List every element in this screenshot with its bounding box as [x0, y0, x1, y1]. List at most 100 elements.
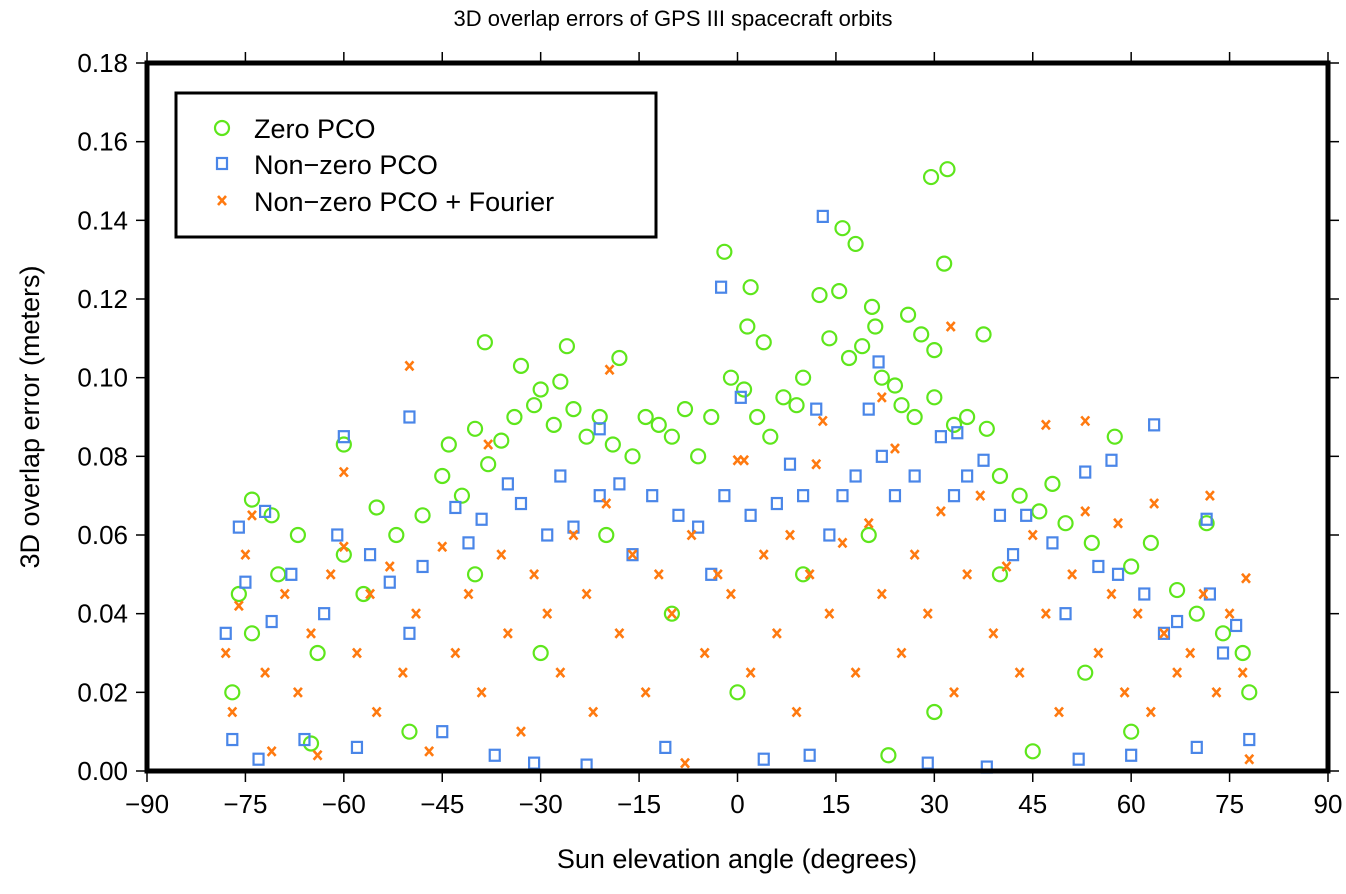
series-1	[219, 209, 1256, 774]
data-point	[962, 568, 973, 580]
data-point	[383, 575, 396, 589]
series-0	[224, 161, 1258, 764]
data-point	[514, 496, 528, 511]
data-point	[224, 684, 241, 701]
data-point	[745, 667, 756, 679]
data-point	[837, 537, 848, 549]
data-point	[1119, 686, 1130, 698]
x-tick-label: 75	[1215, 789, 1244, 819]
x-tick-label: −75	[223, 789, 267, 819]
data-point	[227, 706, 238, 718]
data-point	[414, 507, 431, 524]
y-axis: 0.00 0.02 0.04 0.06 0.08 0.10 0.12 0.14 0.16 0.18	[77, 48, 1339, 786]
data-point	[896, 647, 907, 659]
data-point	[863, 298, 881, 315]
data-point	[466, 420, 484, 437]
y-tick-label: 0.08	[77, 441, 128, 471]
data-point	[1105, 453, 1118, 467]
data-point	[1198, 515, 1215, 532]
data-point	[797, 489, 810, 503]
data-point	[318, 607, 331, 621]
data-point	[1014, 667, 1025, 679]
data-point	[1080, 506, 1091, 517]
data-point	[899, 306, 917, 323]
data-point	[1027, 529, 1038, 541]
data-point	[488, 748, 501, 762]
data-point	[403, 410, 416, 424]
data-point	[1243, 732, 1256, 747]
x-tick-label: −45	[420, 789, 464, 819]
data-point	[239, 575, 252, 589]
data-point	[226, 732, 239, 747]
data-point	[593, 422, 606, 436]
series-2	[220, 321, 1255, 769]
data-point	[1234, 644, 1251, 662]
data-point	[1092, 559, 1105, 574]
data-point	[462, 536, 475, 550]
data-point	[1170, 614, 1184, 629]
data-point	[463, 588, 474, 600]
legend-label-nonzero-pco-fourier: Non−zero PCO + Fourier	[254, 187, 554, 217]
data-point	[1244, 753, 1255, 765]
data-point	[640, 686, 651, 698]
x-tick-label: 30	[920, 789, 949, 819]
data-point	[1172, 667, 1183, 679]
data-point	[1024, 743, 1041, 760]
data-point	[922, 608, 933, 620]
data-point	[1224, 608, 1235, 620]
data-point	[416, 559, 429, 574]
data-point	[306, 627, 316, 639]
data-point	[893, 397, 910, 414]
data-point	[718, 489, 731, 503]
y-tick-label: 0.12	[77, 284, 128, 314]
data-point	[714, 280, 728, 294]
data-point	[541, 528, 554, 542]
data-point	[659, 740, 672, 755]
x-axis: −90 −75 −60 −45 −30 −15 0 15 30 45 60 75 90	[125, 52, 1342, 819]
data-point	[823, 528, 836, 542]
data-point	[889, 443, 900, 454]
data-point	[247, 509, 257, 521]
data-point	[424, 745, 435, 757]
x-tick-label: 45	[1018, 789, 1047, 819]
data-point	[581, 588, 592, 600]
data-point	[233, 600, 244, 612]
data-point	[1059, 607, 1072, 621]
data-point	[496, 549, 507, 561]
data-point	[1237, 667, 1248, 679]
data-point	[1106, 588, 1117, 600]
data-point	[338, 466, 349, 478]
data-point	[880, 747, 897, 764]
data-point	[501, 477, 514, 491]
data-point	[1204, 490, 1215, 502]
data-point	[325, 568, 336, 580]
data-point	[243, 625, 261, 642]
data-point	[591, 408, 608, 426]
legend-x-icon	[217, 195, 227, 206]
data-point	[1031, 503, 1048, 520]
data-point	[1125, 748, 1138, 762]
data-point	[1011, 487, 1028, 504]
legend-label-nonzero-pco: Non−zero PCO	[254, 150, 438, 180]
data-point	[270, 566, 287, 583]
data-point	[663, 428, 680, 445]
data-point	[1113, 517, 1124, 529]
data-points	[219, 161, 1258, 774]
data-point	[397, 667, 408, 679]
data-point	[1190, 740, 1203, 755]
data-point	[1198, 588, 1209, 600]
y-tick-label: 0.02	[77, 677, 128, 707]
data-point	[502, 627, 513, 639]
data-point	[850, 667, 861, 679]
data-point	[542, 608, 553, 620]
data-point	[836, 489, 849, 503]
data-point	[758, 549, 769, 561]
data-point	[906, 408, 923, 426]
data-point	[436, 725, 449, 739]
data-point	[873, 369, 890, 386]
data-point	[909, 549, 920, 561]
data-point	[493, 432, 510, 449]
y-tick-label: 0.04	[77, 599, 128, 629]
data-point	[578, 428, 595, 445]
